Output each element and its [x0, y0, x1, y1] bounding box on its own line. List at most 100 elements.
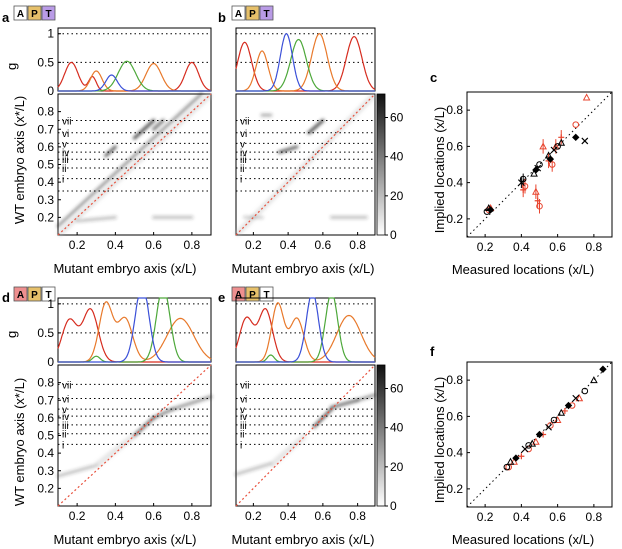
roman-b-heatmap-vi: vi [240, 129, 247, 140]
badge-text-a-P: P [31, 9, 38, 20]
xticklabel-a-heatmap-0.8: 0.8 [184, 238, 201, 252]
black-point-c-2 [486, 206, 495, 214]
sc-yticklabel-c-0.6: 0.6 [446, 139, 463, 153]
heat-ridge-d-heatmap-2 [152, 407, 175, 420]
roman-d-heatmap-ii: ii [62, 430, 66, 441]
black-point-c-15 [581, 137, 589, 145]
black-point-f-10 [564, 401, 573, 410]
roman-e-heatmap-vi: vi [240, 394, 247, 405]
heat-ridge-e-heatmap-2 [330, 398, 360, 409]
roman-b-heatmap-i: i [240, 175, 242, 186]
g-label-bottom: g [4, 331, 19, 338]
xticklabel-a-heatmap-0.6: 0.6 [145, 238, 162, 252]
curve-d-red [57, 308, 211, 363]
red-point-c-7 [539, 142, 547, 150]
diagonal-e-heatmap [235, 364, 376, 507]
red-point-c-6 [536, 202, 543, 210]
roman-b-heatmap-ii: ii [240, 164, 244, 175]
roman-a-heatmap-iv: iv [62, 148, 69, 159]
cblabel-e-heatmap-40: 40 [390, 421, 404, 435]
roman-b-heatmap-iv: iv [240, 148, 247, 159]
measured-label-f: Measured locations (x/L) [452, 532, 594, 547]
roman-e-heatmap-iv: iv [240, 412, 247, 423]
yticklabel-d-heatmap-0.5: 0.5 [37, 429, 54, 443]
curve-b-blue [236, 32, 375, 92]
roman-b-heatmap-vii: vii [240, 116, 249, 127]
xticklabel-a-heatmap-0.4: 0.4 [107, 238, 124, 252]
curve-d-blue [58, 297, 211, 363]
mutant-axis-label-d: Mutant embryo axis (x/L) [53, 532, 196, 547]
xticklabel-e-heatmap-0.6: 0.6 [315, 509, 332, 523]
heat-ridge-d-heatmap-3 [171, 395, 213, 411]
cblabel-b-heatmap-0: 0 [390, 228, 397, 242]
panel-label-e: e [218, 290, 225, 305]
roman-e-heatmap-i: i [240, 440, 242, 451]
badge-box-b-T [259, 5, 274, 21]
heat-ridge-a-heatmap-3 [152, 118, 165, 131]
yticklabel-d-heatmap-0.8: 0.8 [37, 376, 54, 390]
black-point-f-3 [521, 445, 529, 453]
heat-ridge-b-heatmap-1 [277, 145, 299, 154]
yticklabel-a-heatmap-0.7: 0.7 [37, 122, 54, 136]
roman-d-heatmap-vi: vi [62, 394, 69, 405]
heat-blobs-d-heatmap [56, 395, 213, 478]
black-point-f-1 [506, 457, 515, 465]
sc-yticklabel-c-0.4: 0.4 [446, 176, 463, 190]
yticklabel-a-heatmap-0.5: 0.5 [37, 158, 54, 172]
red-point-c-9 [548, 161, 556, 168]
yticklabel-d-heatmap-0.2: 0.2 [37, 481, 54, 495]
black-point-f-5 [528, 439, 537, 447]
red-point-c-3 [521, 182, 529, 190]
mutant-axis-label-e: Mutant embryo axis (x/L) [231, 532, 374, 547]
xticklabel-d-heatmap-0.8: 0.8 [184, 509, 201, 523]
black-point-f-2 [512, 454, 520, 462]
yticklabel-a-heatmap-0.4: 0.4 [37, 175, 54, 189]
heat-ridge-a-heatmap-1 [104, 145, 117, 158]
xticklabel-d-heatmap-0.6: 0.6 [145, 509, 162, 523]
black-point-f-9 [557, 408, 566, 416]
heat-ridge-e-heatmap-3 [356, 393, 377, 402]
sc-yticklabel-c-0.2: 0.2 [446, 212, 463, 226]
badge-text-e-P: P [249, 290, 256, 301]
black-point-c-11 [550, 146, 558, 154]
diagonal-b-heatmap [235, 93, 376, 236]
black-point-c-12 [554, 143, 561, 150]
sc-yticklabel-f-0.8: 0.8 [446, 373, 463, 387]
yticklabel-d-1: 1 [47, 297, 54, 311]
wt-axis-label-top: WT embryo axis (x*/L) [12, 96, 27, 224]
red-point-c-12 [572, 121, 580, 128]
yticklabel-d-heatmap-0.7: 0.7 [37, 393, 54, 407]
panel-label-b: b [218, 10, 226, 25]
sc-yticklabel-f-0.6: 0.6 [446, 409, 463, 423]
xticklabel-b-heatmap-0.4: 0.4 [280, 238, 297, 252]
badge-box-a-P [27, 5, 42, 21]
heat-ridge-b-heatmap-2 [307, 118, 325, 135]
badge-text-e-A: A [235, 290, 242, 301]
badge-box-b-P [245, 5, 260, 21]
black-point-c-13 [557, 138, 566, 146]
cblabel-b-heatmap-20: 20 [390, 189, 404, 203]
xticklabel-e-heatmap-0.2: 0.2 [245, 509, 262, 523]
cblabel-b-heatmap-60: 60 [390, 111, 404, 125]
roman-e-heatmap-v: v [240, 405, 245, 416]
xticklabel-b-heatmap-0.2: 0.2 [245, 238, 262, 252]
heat-ridge-d-heatmap-4 [56, 463, 98, 478]
measured-label-c: Measured locations (x/L) [452, 262, 594, 277]
yticklabel-d-heatmap-0.3: 0.3 [37, 464, 54, 478]
black-point-c-7 [534, 164, 542, 172]
mutant-axis-label-a: Mutant embryo axis (x/L) [53, 261, 196, 276]
badge-text-a-T: T [45, 9, 51, 20]
yticklabel-d-heatmap-0.4: 0.4 [37, 446, 54, 460]
roman-d-heatmap-iv: iv [62, 412, 69, 423]
scatter-diagonal-c [466, 91, 613, 238]
badge-text-d-A: A [17, 290, 24, 301]
roman-d-heatmap-iii: iii [62, 421, 69, 432]
roman-a-heatmap-vi: vi [62, 129, 69, 140]
panel-label-f: f [430, 344, 435, 359]
badge-text-b-P: P [249, 9, 256, 20]
xticklabel-a-heatmap-0.2: 0.2 [69, 238, 86, 252]
red-point-f-4 [532, 437, 540, 445]
black-point-f-7 [545, 423, 552, 431]
roman-b-heatmap-iii: iii [240, 155, 247, 166]
